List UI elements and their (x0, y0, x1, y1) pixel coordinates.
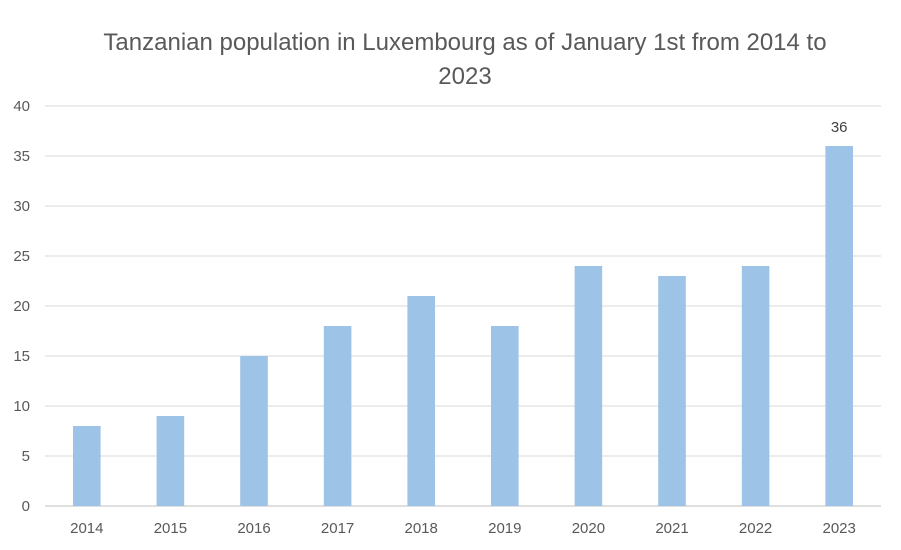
bar-2022 (741, 266, 770, 506)
data-labels: 36 (831, 119, 848, 136)
y-tick-label: 10 (13, 398, 30, 415)
y-axis: 0 5 10 15 20 25 30 35 40 (13, 98, 30, 515)
y-tick-label: 25 (13, 248, 30, 265)
bars (73, 146, 853, 506)
bar-2015 (156, 416, 185, 506)
y-tick-label: 15 (13, 348, 30, 365)
bar-2019 (491, 326, 519, 506)
bar-2020 (574, 266, 603, 506)
bar-2017 (323, 326, 352, 506)
gridlines (45, 105, 881, 507)
x-axis: 2014 2015 2016 2017 2018 2019 2020 2021 2022 2023 (70, 520, 856, 537)
data-label-2023: 36 (831, 119, 848, 136)
bar-2021 (658, 276, 686, 506)
bar-2016 (240, 356, 268, 506)
x-tick-label: 2020 (572, 520, 605, 537)
y-tick-label: 20 (13, 298, 30, 315)
y-tick-label: 5 (22, 448, 30, 465)
x-tick-label: 2014 (70, 520, 103, 537)
x-tick-label: 2021 (655, 520, 688, 537)
x-tick-label: 2015 (154, 520, 187, 537)
y-tick-label: 35 (13, 148, 30, 165)
x-tick-label: 2016 (237, 520, 270, 537)
chart-title: Tanzanian population in Luxembourg as of… (103, 29, 827, 90)
y-tick-label: 30 (13, 198, 30, 215)
x-tick-label: 2019 (488, 520, 521, 537)
bar-2018 (407, 296, 435, 506)
x-tick-label: 2022 (739, 520, 772, 537)
x-tick-label: 2018 (405, 520, 438, 537)
y-tick-label: 0 (22, 498, 30, 515)
bar-2023 (825, 146, 853, 506)
y-tick-label: 40 (13, 98, 30, 115)
bar-2014 (73, 426, 101, 506)
x-tick-label: 2017 (321, 520, 354, 537)
x-tick-label: 2023 (823, 520, 856, 537)
